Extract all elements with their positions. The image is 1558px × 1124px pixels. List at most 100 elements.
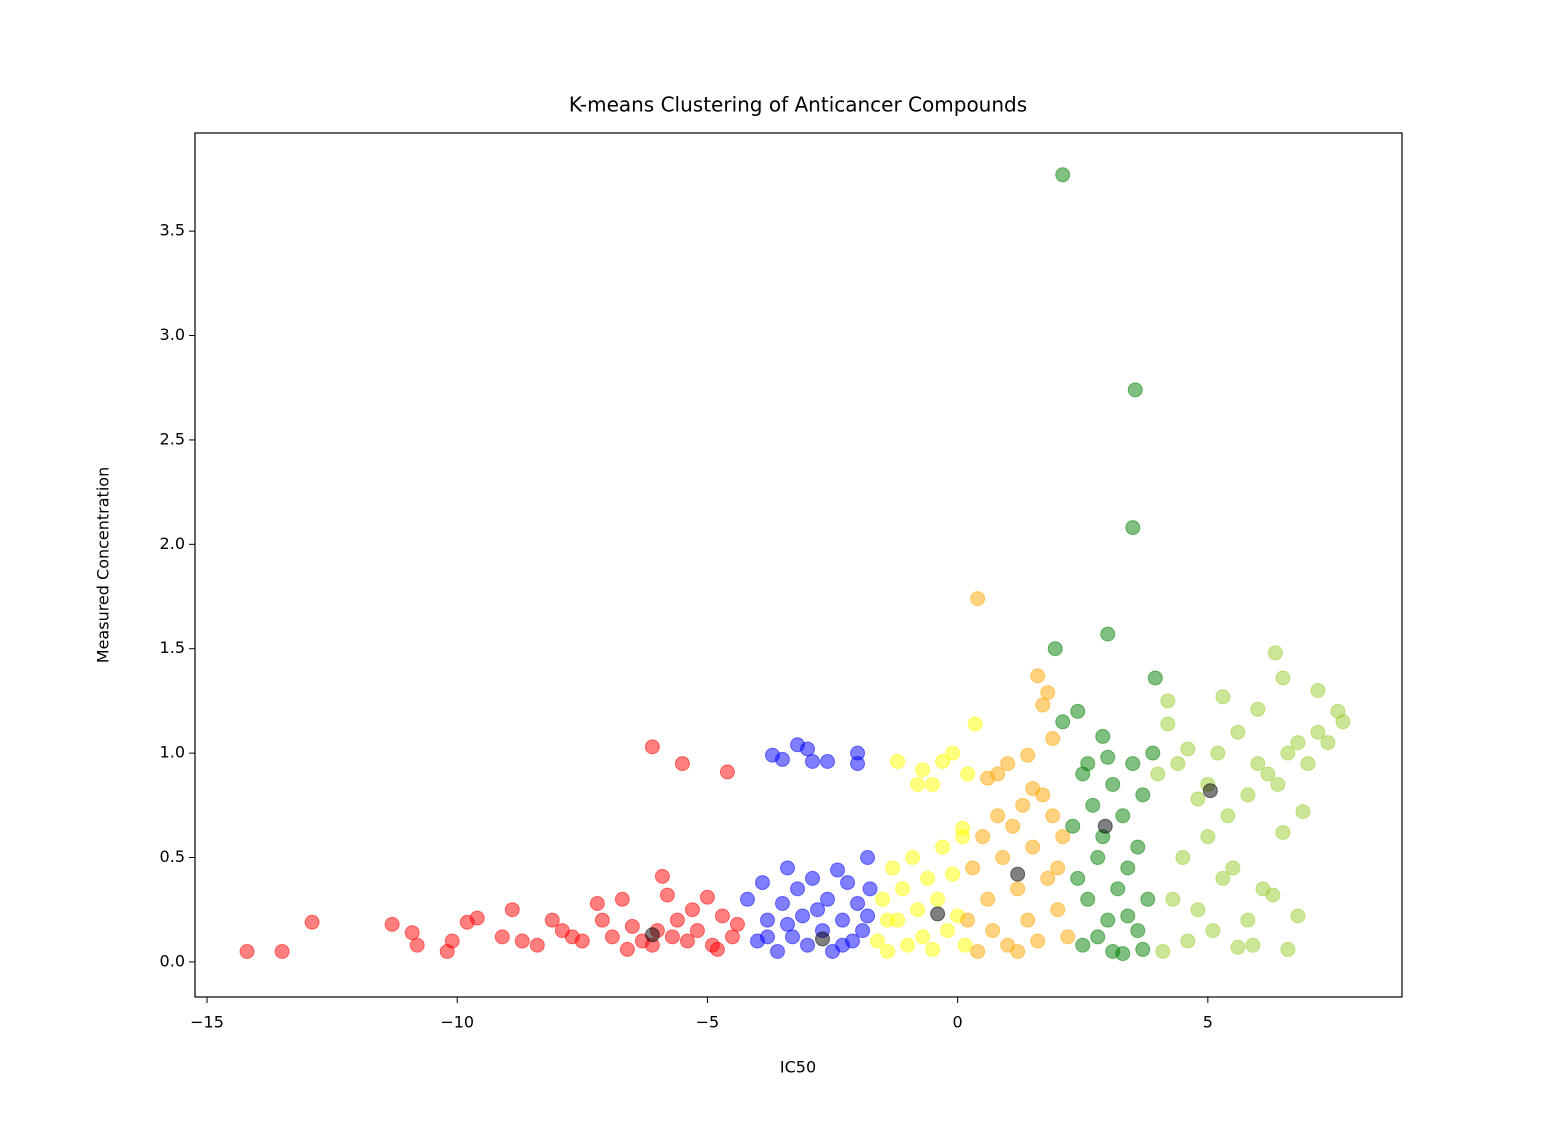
point <box>1025 781 1041 797</box>
point <box>1310 682 1326 698</box>
point <box>664 929 680 945</box>
point <box>544 912 560 928</box>
point <box>1080 756 1096 772</box>
point <box>957 937 973 953</box>
point <box>1280 745 1296 761</box>
point <box>754 875 770 891</box>
point <box>1190 902 1206 918</box>
point <box>880 943 896 959</box>
y-tick-label: 1.5 <box>160 638 185 657</box>
point <box>784 929 800 945</box>
point <box>1045 731 1061 747</box>
point <box>830 862 846 878</box>
point <box>1105 776 1121 792</box>
point <box>1130 923 1146 939</box>
point <box>1070 870 1086 886</box>
point <box>1240 787 1256 803</box>
point <box>1190 791 1206 807</box>
point <box>1020 747 1036 763</box>
point <box>1140 891 1156 907</box>
point <box>514 933 530 949</box>
point <box>850 895 866 911</box>
point <box>905 850 921 866</box>
point <box>805 753 821 769</box>
point <box>699 889 715 905</box>
x-tick-label: 0 <box>953 1013 963 1032</box>
point <box>1025 839 1041 855</box>
point <box>1055 829 1071 845</box>
point <box>409 937 425 953</box>
point <box>779 916 795 932</box>
point <box>935 839 951 855</box>
y-axis-label: Measured Concentration <box>94 467 113 663</box>
point <box>1300 756 1316 772</box>
point <box>1275 824 1291 840</box>
point <box>759 929 775 945</box>
point <box>729 916 745 932</box>
point <box>1150 766 1166 782</box>
point <box>589 895 605 911</box>
point <box>967 716 983 732</box>
point <box>1320 735 1336 751</box>
point <box>739 891 755 907</box>
point <box>850 756 866 772</box>
point <box>795 908 811 924</box>
point <box>1275 670 1291 686</box>
point <box>835 937 851 953</box>
point <box>1065 818 1081 834</box>
point <box>895 881 911 897</box>
point <box>1160 716 1176 732</box>
point <box>1205 923 1221 939</box>
chart-title: K-means Clustering of Anticancer Compoun… <box>569 93 1027 117</box>
point <box>1130 839 1146 855</box>
point <box>1220 808 1236 824</box>
point <box>1100 626 1116 642</box>
point <box>875 891 891 907</box>
point <box>1075 937 1091 953</box>
point <box>900 937 916 953</box>
point <box>724 929 740 945</box>
point <box>1060 929 1076 945</box>
point <box>1155 943 1171 959</box>
point <box>1040 870 1056 886</box>
point <box>1030 668 1046 684</box>
point <box>975 829 991 845</box>
point <box>1267 645 1283 661</box>
point <box>995 850 1011 866</box>
point <box>945 866 961 882</box>
point <box>1170 756 1186 772</box>
point <box>1147 670 1163 686</box>
y-tick-label: 3.0 <box>160 325 185 344</box>
point <box>990 808 1006 824</box>
y-tick-label: 2.5 <box>160 429 185 448</box>
point <box>714 908 730 924</box>
point <box>659 887 675 903</box>
point <box>1095 728 1111 744</box>
point <box>1145 745 1161 761</box>
point <box>1005 818 1021 834</box>
point <box>684 902 700 918</box>
axes-frame <box>194 132 1403 998</box>
point <box>1030 933 1046 949</box>
point <box>930 906 946 922</box>
point <box>1215 870 1231 886</box>
point <box>1070 703 1086 719</box>
point <box>940 923 956 939</box>
point <box>985 923 1001 939</box>
point <box>1020 912 1036 928</box>
point <box>915 929 931 945</box>
point <box>674 756 690 772</box>
point <box>669 912 685 928</box>
y-tick-label: 2.0 <box>160 534 185 553</box>
point <box>789 881 805 897</box>
point <box>980 891 996 907</box>
point <box>1090 850 1106 866</box>
point <box>840 875 856 891</box>
point <box>955 820 971 836</box>
point <box>1010 881 1026 897</box>
point <box>1240 912 1256 928</box>
point <box>1290 735 1306 751</box>
point <box>815 931 831 947</box>
y-tick-label: 1.0 <box>160 743 185 762</box>
